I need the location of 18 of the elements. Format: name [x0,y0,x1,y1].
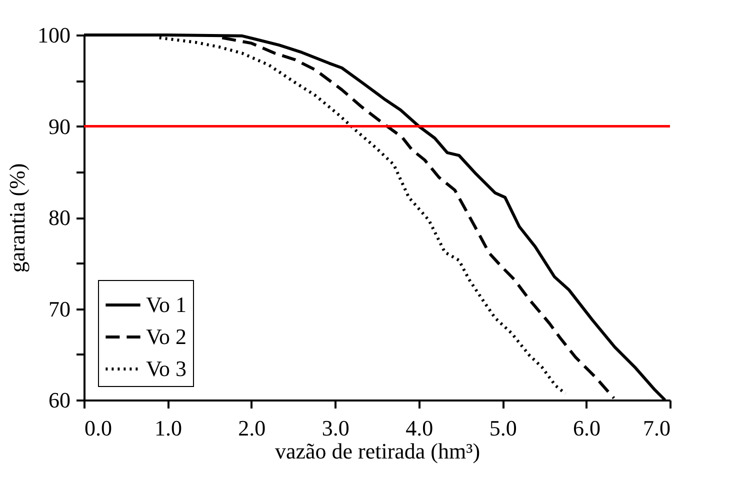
x-tick-label: 2.0 [238,416,266,440]
y-tick-label: 80 [48,205,70,230]
x-tick-label: 6.0 [573,416,601,440]
legend-label: Vo 1 [146,292,187,317]
x-tick-label: 0.0 [84,416,112,440]
y-tick-label: 60 [48,388,70,412]
y-tick-label: 90 [48,114,70,139]
y-tick-label: 70 [48,296,70,322]
x-tick-label: 1.0 [154,416,182,440]
x-axis-title: vazão de retirada (hm³) [274,438,480,464]
y-tick-label: 100 [38,22,70,48]
x-tick-label: 7.0 [643,416,670,440]
x-tick-label: 3.0 [322,416,350,440]
x-tick-label: 4.0 [406,416,434,440]
legend-label: Vo 3 [146,356,187,381]
legend-label: Vo 2 [146,324,187,349]
y-axis-title: garantia (%) [4,163,30,273]
x-tick-label: 5.0 [489,416,517,440]
